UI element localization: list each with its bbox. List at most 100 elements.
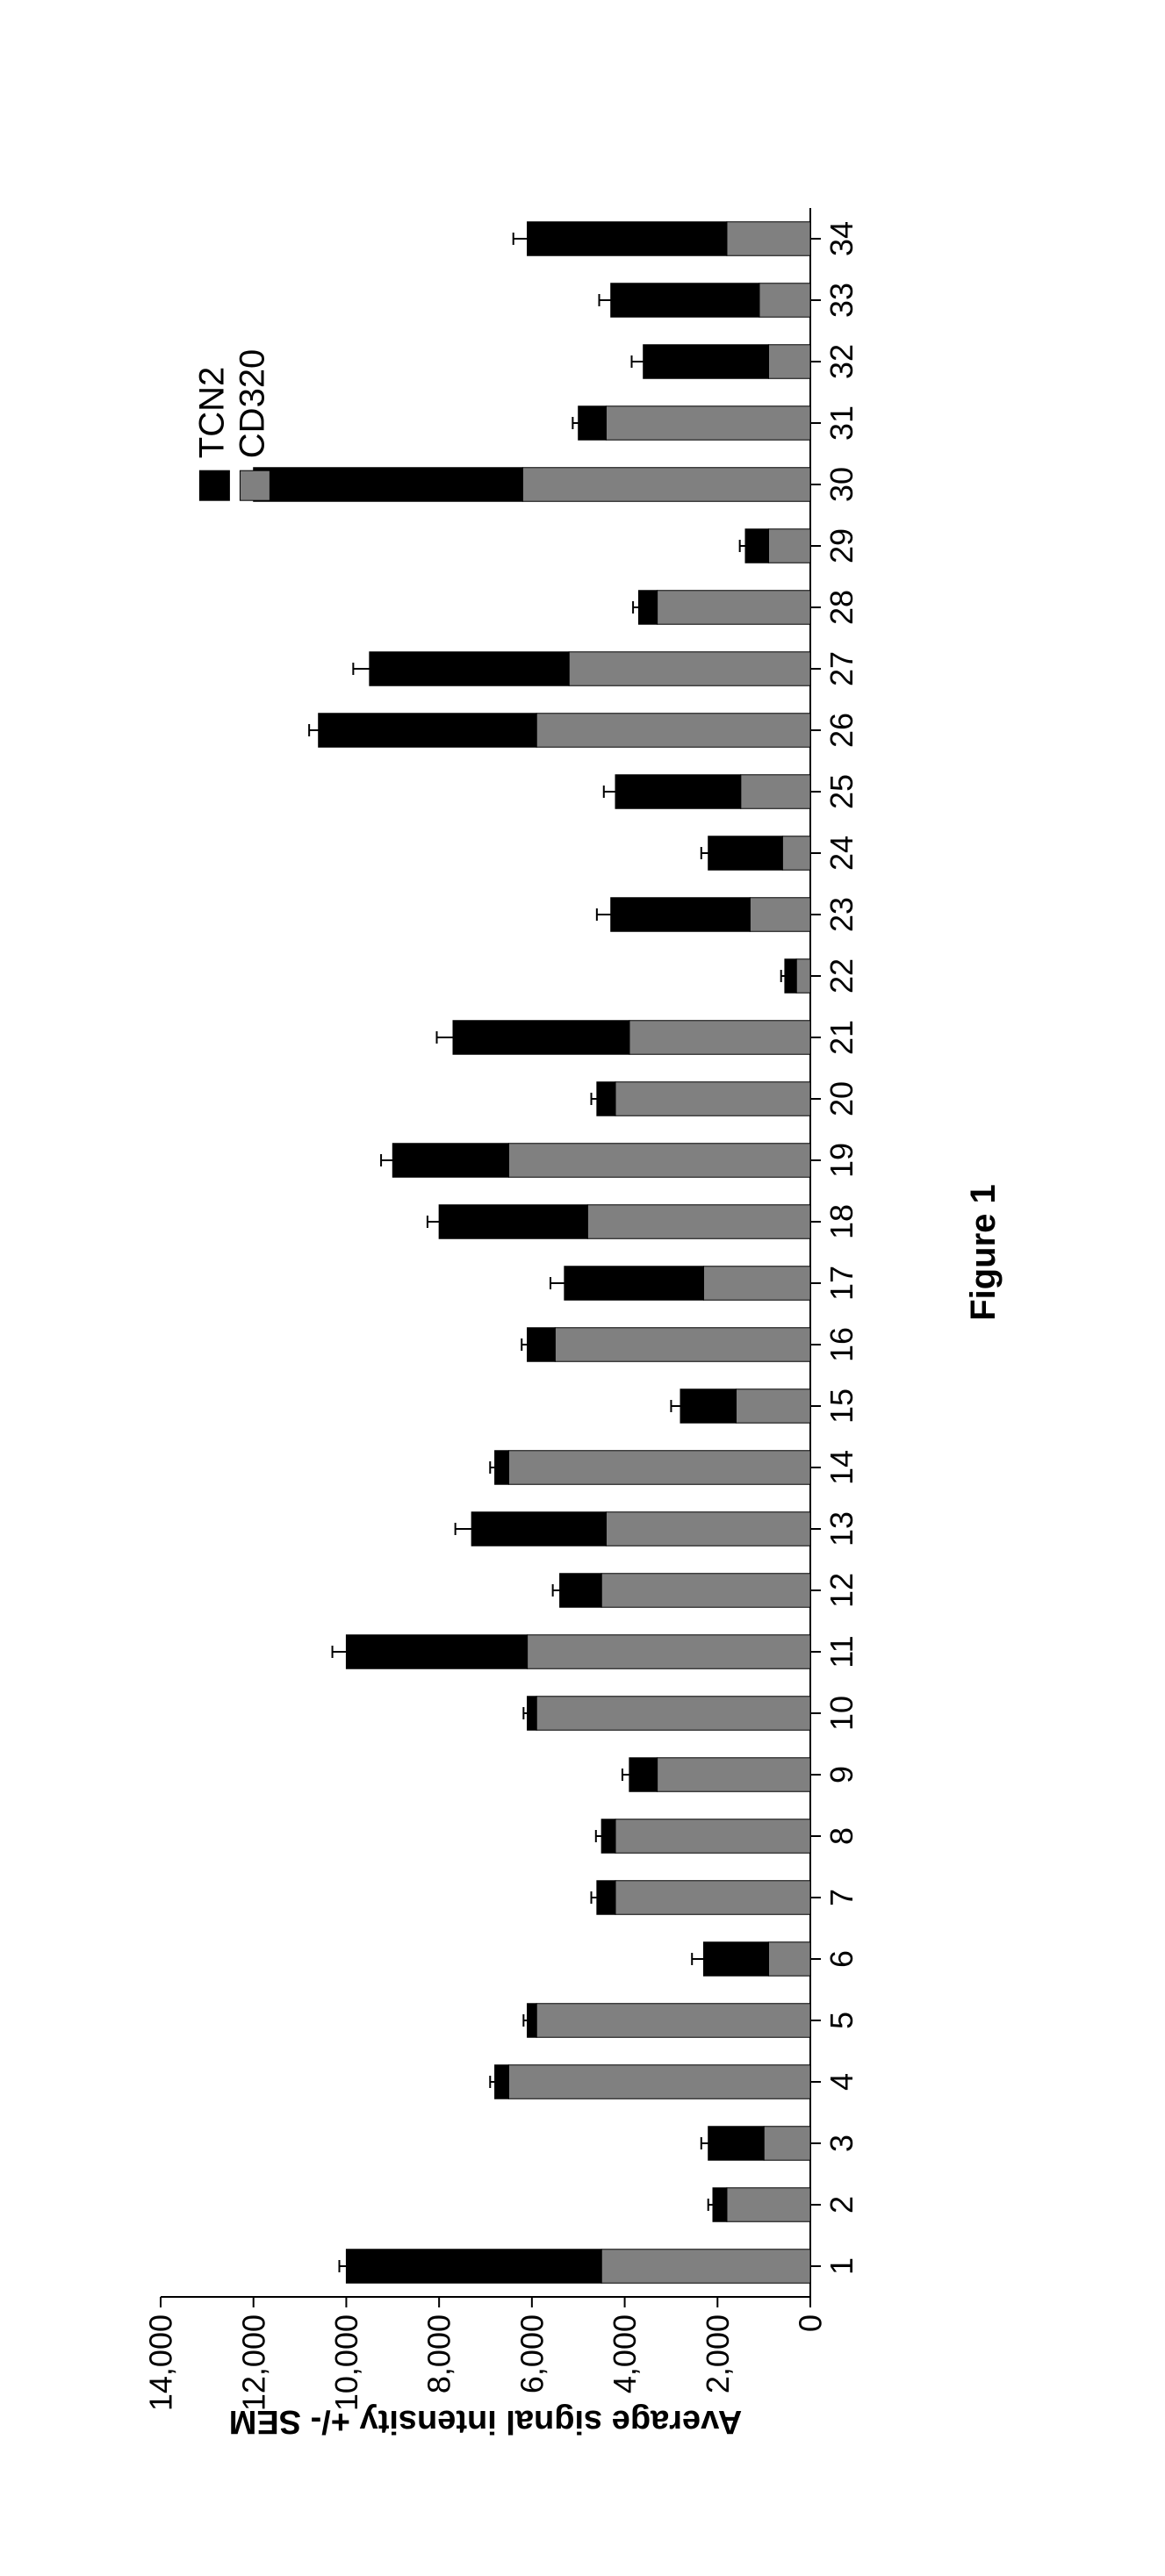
bar-tcn2 [708, 836, 783, 871]
bar-cd320 [601, 1574, 810, 1608]
x-tick-label: 24 [823, 836, 859, 871]
bar-tcn2 [254, 468, 523, 502]
bar-cd320 [508, 1451, 810, 1485]
legend-swatch [199, 470, 229, 500]
bar-chart: 0 2,000 4,000 6,000 8,000 10,000 12,000 14,000 A… [126, 120, 1039, 2455]
bar-tcn2 [611, 898, 751, 932]
bar-cd320 [615, 1881, 810, 1915]
x-tick-label: 16 [823, 1327, 859, 1362]
bar-cd320 [796, 959, 810, 994]
chart-rotated-container: 0 2,000 4,000 6,000 8,000 10,000 12,000 14,000 A… [126, 120, 1039, 2455]
y-tick-label: 0 [793, 2314, 829, 2332]
y-tick-label: 10,000 [328, 2314, 364, 2411]
x-tick-label: 28 [823, 590, 859, 625]
bar-cd320 [727, 2188, 810, 2222]
x-tick-label: 23 [823, 897, 859, 932]
bar-cd320 [555, 1328, 810, 1362]
bar-cd320 [782, 836, 810, 871]
bar-cd320 [629, 1021, 810, 1055]
x-tick-label: 2 [823, 2196, 859, 2214]
x-tick-label: 6 [823, 1950, 859, 1968]
x-tick-label: 18 [823, 1204, 859, 1239]
x-tick-label: 27 [823, 651, 859, 686]
x-tick-label: 14 [823, 1450, 859, 1485]
bar-cd320 [606, 1512, 810, 1546]
bar-tcn2 [346, 1635, 527, 1669]
bar-cd320 [601, 2250, 810, 2284]
x-tick-label: 25 [823, 774, 859, 809]
x-tick-label: 15 [823, 1388, 859, 1424]
x-tick-label: 32 [823, 344, 859, 379]
bar-tcn2 [471, 1512, 606, 1546]
bar-tcn2 [392, 1144, 508, 1178]
x-tick-label: 33 [823, 283, 859, 318]
bar-tcn2 [611, 283, 759, 318]
legend-label: TCN2 [193, 367, 232, 458]
bar-tcn2 [644, 345, 769, 379]
figure-label: Figure 1 [964, 1184, 1003, 1321]
y-axis-label: Average signal intensity +/- SEM [229, 2403, 743, 2440]
bar-cd320 [606, 406, 810, 441]
bar-cd320 [658, 591, 810, 625]
bar-cd320 [536, 1697, 810, 1731]
x-tick-label: 21 [823, 1020, 859, 1055]
bar-cd320 [528, 1635, 810, 1669]
bar-cd320 [759, 283, 810, 318]
bar-tcn2 [319, 714, 536, 748]
x-tick-label: 26 [823, 713, 859, 748]
bar-tcn2 [565, 1266, 704, 1301]
y-tick-label: 2,000 [700, 2314, 736, 2393]
x-tick-label: 29 [823, 528, 859, 563]
legend-swatch [240, 470, 270, 500]
x-tick-label: 11 [823, 1635, 859, 1668]
y-tick-label: 6,000 [514, 2314, 550, 2393]
bar-cd320 [569, 652, 810, 686]
x-tick-label: 8 [823, 1827, 859, 1845]
bar-tcn2 [439, 1205, 587, 1239]
bar-cd320 [768, 345, 810, 379]
bar-tcn2 [615, 775, 741, 809]
x-tick-label: 13 [823, 1511, 859, 1546]
x-tick-label: 20 [823, 1081, 859, 1116]
bar-cd320 [768, 1942, 810, 1977]
y-tick-label: 4,000 [607, 2314, 643, 2393]
bar-cd320 [508, 2065, 810, 2099]
bar-cd320 [727, 222, 810, 256]
x-tick-label: 10 [823, 1696, 859, 1731]
y-tick-label: 12,000 [235, 2314, 271, 2411]
bar-cd320 [508, 1144, 810, 1178]
legend-label: CD320 [234, 349, 272, 459]
x-tick-label: 17 [823, 1266, 859, 1301]
bar-cd320 [615, 1082, 810, 1116]
x-tick-label: 5 [823, 2012, 859, 2029]
y-tick-label: 14,000 [143, 2314, 179, 2411]
chart-box: 0 2,000 4,000 6,000 8,000 10,000 12,000 14,000 A… [126, 120, 1039, 2455]
page: 0 2,000 4,000 6,000 8,000 10,000 12,000 14,000 A… [0, 0, 1165, 2576]
bar-cd320 [750, 898, 810, 932]
bar-cd320 [736, 1389, 810, 1424]
x-tick-label: 12 [823, 1573, 859, 1608]
x-tick-label: 9 [823, 1766, 859, 1783]
bar-cd320 [703, 1266, 810, 1301]
bar-cd320 [615, 1819, 810, 1854]
bar-cd320 [522, 468, 810, 502]
bar-cd320 [587, 1205, 810, 1239]
bar-tcn2 [528, 222, 727, 256]
x-tick-label: 7 [823, 1889, 859, 1906]
x-tick-label: 31 [823, 405, 859, 441]
x-tick-label: 3 [823, 2135, 859, 2152]
bar-cd320 [764, 2127, 810, 2161]
x-tick-label: 30 [823, 467, 859, 502]
y-tick-label: 8,000 [421, 2314, 457, 2393]
bar-tcn2 [453, 1021, 629, 1055]
x-tick-label: 34 [823, 221, 859, 256]
bar-cd320 [741, 775, 810, 809]
x-tick-label: 19 [823, 1143, 859, 1178]
bar-cd320 [658, 1758, 810, 1792]
bar-cd320 [536, 2004, 810, 2038]
x-tick-label: 4 [823, 2073, 859, 2091]
bar-tcn2 [370, 652, 569, 686]
bar-cd320 [536, 714, 810, 748]
x-tick-label: 1 [823, 2257, 859, 2275]
x-tick-label: 22 [823, 958, 859, 994]
